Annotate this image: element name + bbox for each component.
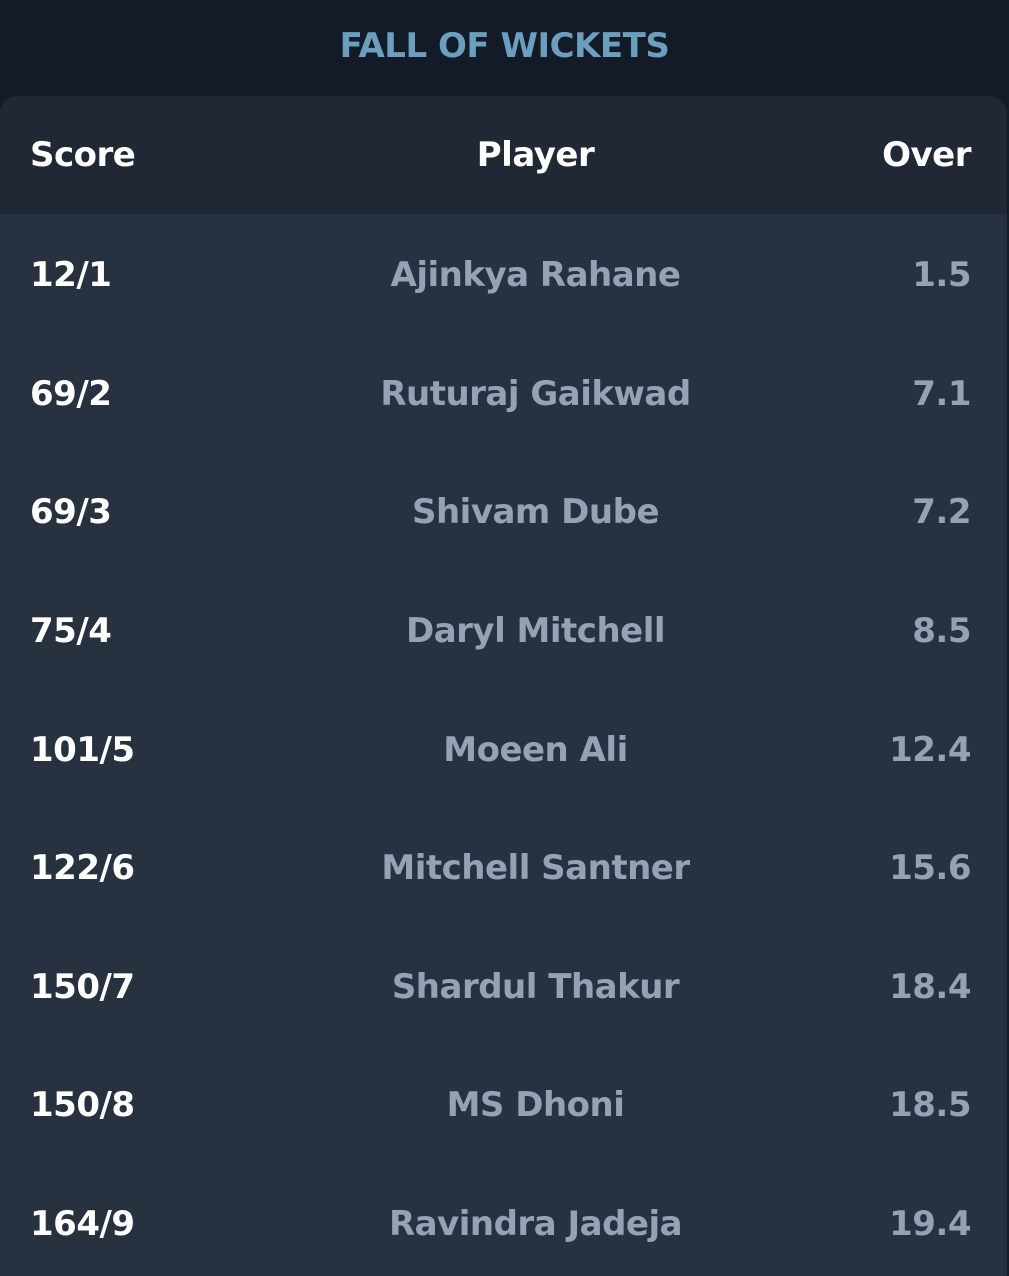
table-row: 69/3 Shivam Dube 7.2 xyxy=(0,453,1007,572)
table-row: 164/9 Ravindra Jadeja 19.4 xyxy=(0,1165,1007,1276)
score-cell: 150/7 xyxy=(30,966,135,1007)
score-cell: 69/2 xyxy=(30,373,112,414)
over-cell: 19.4 xyxy=(889,1204,971,1245)
player-cell: Daryl Mitchell xyxy=(405,611,666,652)
column-header-player: Player xyxy=(476,135,595,175)
table-header-row: Score Player Over xyxy=(0,96,1007,214)
over-cell: 8.5 xyxy=(912,611,971,652)
player-cell: Shivam Dube xyxy=(411,492,660,533)
player-cell: Ajinkya Rahane xyxy=(390,255,681,296)
player-cell: Ravindra Jadeja xyxy=(388,1204,683,1245)
player-cell: Shardul Thakur xyxy=(391,966,680,1007)
table-row: 12/1 Ajinkya Rahane 1.5 xyxy=(0,216,1007,335)
column-header-score: Score xyxy=(30,135,136,175)
over-cell: 7.1 xyxy=(912,373,971,414)
over-cell: 12.4 xyxy=(889,729,971,770)
column-header-over: Over xyxy=(882,135,971,175)
player-cell: Moeen Ali xyxy=(443,729,628,770)
player-cell: MS Dhoni xyxy=(446,1085,625,1126)
over-cell: 7.2 xyxy=(912,492,971,533)
score-cell: 12/1 xyxy=(30,255,112,296)
over-cell: 1.5 xyxy=(912,255,971,296)
table-row: 150/8 MS Dhoni 18.5 xyxy=(0,1046,1007,1165)
table-row: 150/7 Shardul Thakur 18.4 xyxy=(0,928,1007,1047)
player-cell: Ruturaj Gaikwad xyxy=(380,373,691,414)
score-cell: 75/4 xyxy=(30,611,112,652)
table-row: 101/5 Moeen Ali 12.4 xyxy=(0,690,1007,809)
score-cell: 122/6 xyxy=(30,848,135,889)
table-row: 122/6 Mitchell Santner 15.6 xyxy=(0,809,1007,928)
player-cell: Mitchell Santner xyxy=(381,848,690,889)
section-header: FALL OF WICKETS xyxy=(0,0,1009,94)
score-cell: 69/3 xyxy=(30,492,112,533)
score-cell: 150/8 xyxy=(30,1085,135,1126)
table-row: 75/4 Daryl Mitchell 8.5 xyxy=(0,572,1007,691)
table-body: 12/1 Ajinkya Rahane 1.5 69/2 Ruturaj Gai… xyxy=(0,214,1007,1276)
over-cell: 15.6 xyxy=(889,848,971,889)
table-row: 69/2 Ruturaj Gaikwad 7.1 xyxy=(0,335,1007,454)
over-cell: 18.5 xyxy=(889,1085,971,1126)
over-cell: 18.4 xyxy=(889,966,971,1007)
score-cell: 101/5 xyxy=(30,729,135,770)
score-cell: 164/9 xyxy=(30,1204,135,1245)
section-title: FALL OF WICKETS xyxy=(339,26,670,66)
fall-of-wickets-table: Score Player Over 12/1 Ajinkya Rahane 1.… xyxy=(0,96,1007,1276)
